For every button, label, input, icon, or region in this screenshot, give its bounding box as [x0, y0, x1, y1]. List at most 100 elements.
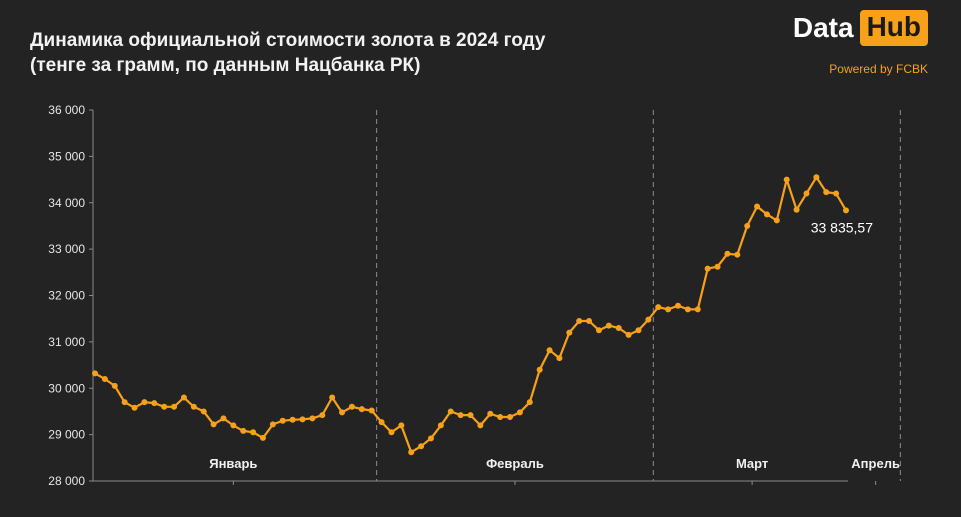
- data-point: [833, 190, 840, 197]
- data-point: [358, 406, 365, 413]
- data-point: [556, 355, 563, 362]
- data-point: [378, 419, 385, 426]
- data-point: [526, 399, 533, 406]
- data-point: [595, 327, 602, 334]
- data-point: [141, 399, 148, 406]
- data-point: [348, 403, 355, 410]
- data-point: [388, 429, 395, 436]
- data-point: [744, 222, 751, 229]
- data-point: [200, 408, 207, 415]
- month-label: Апрель: [851, 456, 900, 471]
- data-point: [734, 251, 741, 258]
- data-point: [605, 322, 612, 329]
- data-point: [645, 316, 652, 323]
- data-point: [190, 403, 197, 410]
- data-point: [803, 190, 810, 197]
- data-point: [210, 421, 217, 428]
- chart-title: Динамика официальной стоимости золота в …: [30, 28, 545, 78]
- data-point: [398, 422, 405, 429]
- data-point: [763, 211, 770, 218]
- data-point: [546, 347, 553, 354]
- y-tick-label: 33 000: [48, 242, 85, 256]
- data-point: [427, 435, 434, 442]
- data-point: [269, 421, 276, 428]
- data-point: [279, 417, 286, 424]
- data-point: [783, 176, 790, 183]
- data-point: [319, 412, 326, 419]
- data-point: [694, 306, 701, 313]
- data-point: [793, 206, 800, 213]
- data-point: [180, 394, 187, 401]
- y-tick-label: 30 000: [48, 381, 85, 395]
- data-point: [111, 382, 118, 389]
- y-tick-label: 29 000: [48, 428, 85, 442]
- series-line: [94, 176, 847, 454]
- data-point: [487, 410, 494, 417]
- last-value-label: 33 835,57: [811, 219, 873, 235]
- data-point: [704, 265, 711, 272]
- data-point: [289, 416, 296, 423]
- logo-word-data: Data: [792, 12, 854, 43]
- data-point: [566, 329, 573, 336]
- data-point: [467, 412, 474, 419]
- data-point: [408, 449, 415, 456]
- data-point: [220, 415, 227, 422]
- data-point: [240, 427, 247, 434]
- data-point: [675, 302, 682, 309]
- logo-word-hub: Hub: [859, 10, 928, 46]
- data-point: [457, 412, 464, 419]
- data-point: [773, 217, 780, 224]
- y-tick-label: 36 000: [48, 103, 85, 117]
- y-tick-label: 34 000: [48, 196, 85, 210]
- data-point: [230, 422, 237, 429]
- data-point: [329, 394, 336, 401]
- data-point: [368, 407, 375, 414]
- title-line-2: (тенге за грамм, по данным Нацбанка РК): [30, 55, 421, 76]
- title-line-1: Динамика официальной стоимости золота в …: [30, 30, 546, 51]
- chart-axes: [92, 110, 848, 482]
- data-point: [754, 203, 761, 210]
- data-point: [121, 399, 128, 406]
- month-label: Январь: [209, 456, 257, 471]
- data-point: [516, 409, 523, 416]
- data-point: [714, 263, 721, 270]
- data-point: [586, 318, 593, 325]
- data-point: [299, 416, 306, 423]
- data-point: [477, 422, 484, 429]
- month-label: Март: [736, 456, 768, 471]
- data-point: [101, 375, 108, 382]
- data-point: [635, 327, 642, 334]
- data-point: [418, 443, 425, 450]
- y-axis-ticks: 28 000 29 000 30 000 31 000 32 000 33 000 34 0…: [48, 103, 93, 488]
- data-point: [151, 400, 158, 407]
- data-point: [684, 306, 691, 313]
- data-point: [625, 331, 632, 338]
- powered-by-label: Powered by FCBK: [829, 62, 928, 76]
- data-point: [447, 408, 454, 415]
- data-point: [497, 414, 504, 421]
- data-point: [131, 404, 138, 411]
- data-point: [724, 250, 731, 257]
- month-label: Февраль: [486, 456, 544, 471]
- data-point: [339, 409, 346, 416]
- data-point: [843, 207, 849, 214]
- data-point: [576, 318, 583, 325]
- data-point: [615, 324, 622, 331]
- month-labels: Январь Февраль Март Апрель: [209, 456, 900, 471]
- data-point: [823, 189, 830, 196]
- datahub-logo: Data Hub: [793, 10, 928, 46]
- data-point: [161, 403, 168, 410]
- data-point: [309, 415, 316, 422]
- month-dividers: [232, 110, 901, 485]
- series-points: [92, 174, 849, 456]
- data-point: [665, 306, 672, 313]
- data-point: [536, 366, 543, 373]
- y-tick-label: 32 000: [48, 289, 85, 303]
- data-point: [259, 434, 266, 441]
- data-point: [813, 174, 820, 181]
- data-point: [250, 429, 257, 436]
- y-tick-label: 35 000: [48, 149, 85, 163]
- data-point: [507, 414, 514, 421]
- data-point: [437, 422, 444, 429]
